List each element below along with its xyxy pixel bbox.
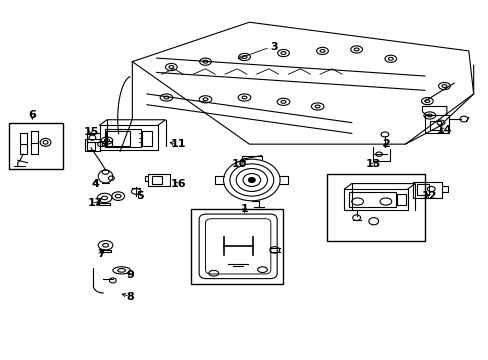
- Text: 17: 17: [88, 198, 103, 208]
- Ellipse shape: [248, 177, 255, 183]
- Bar: [396, 194, 406, 205]
- Text: 15: 15: [83, 127, 99, 136]
- Bar: [344, 189, 407, 211]
- Bar: [100, 125, 158, 150]
- Text: 4: 4: [92, 179, 100, 189]
- Text: 7: 7: [97, 248, 104, 258]
- Bar: [148, 174, 169, 186]
- Bar: [412, 182, 441, 198]
- Bar: [105, 131, 130, 145]
- Text: 12: 12: [421, 191, 437, 201]
- Bar: [424, 116, 448, 134]
- Bar: [142, 131, 152, 145]
- Text: 6: 6: [28, 111, 36, 121]
- Bar: [327, 174, 424, 241]
- Bar: [348, 192, 395, 207]
- Bar: [104, 130, 141, 147]
- Bar: [85, 139, 100, 151]
- Text: 3: 3: [269, 42, 277, 52]
- Bar: [102, 140, 112, 146]
- Bar: [152, 176, 161, 184]
- Bar: [87, 141, 95, 149]
- Text: 1: 1: [240, 204, 248, 214]
- Text: 9: 9: [126, 270, 134, 280]
- Bar: [190, 209, 282, 284]
- Bar: [416, 184, 428, 195]
- Text: 11: 11: [171, 139, 186, 149]
- Text: 14: 14: [436, 125, 451, 135]
- Text: 5: 5: [136, 191, 143, 201]
- Text: 16: 16: [170, 179, 186, 189]
- Text: 10: 10: [231, 159, 247, 169]
- Text: 2: 2: [381, 139, 389, 149]
- Bar: [429, 121, 440, 130]
- Text: 8: 8: [126, 292, 134, 302]
- Bar: [9, 123, 63, 169]
- Text: 13: 13: [366, 159, 381, 169]
